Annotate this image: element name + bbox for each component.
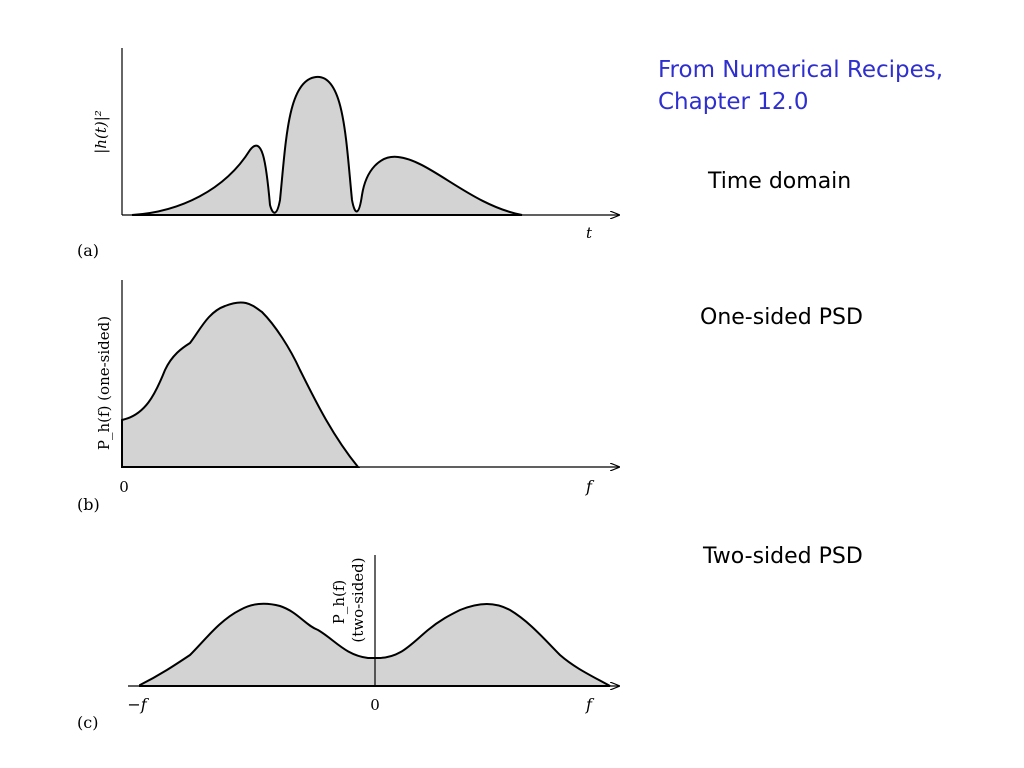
panel-b-ylabel: P_h(f) (one-sided) xyxy=(95,316,113,450)
two-sided-psd-curve xyxy=(139,602,611,687)
panel-a-ylabel: |h(t)|² xyxy=(92,110,110,154)
panel-c-ylabel-line1: P_h(f) xyxy=(330,580,348,625)
source-citation: From Numerical Recipes, Chapter 12.0 xyxy=(658,54,943,118)
caption-one-sided-psd: One-sided PSD xyxy=(700,305,863,330)
panel-a: |h(t)|² t (a) xyxy=(77,48,619,260)
one-sided-psd-curve xyxy=(121,301,361,468)
caption-time-domain: Time domain xyxy=(708,169,852,194)
time-domain-curve xyxy=(131,75,523,216)
panel-c-ylabel-line2: (two-sided) xyxy=(349,557,367,642)
caption-two-sided-psd: Two-sided PSD xyxy=(703,544,863,569)
panel-b-xlabel: f xyxy=(585,477,595,496)
panel-a-label: (a) xyxy=(77,241,99,260)
panel-b-label: (b) xyxy=(77,495,100,514)
panel-c-origin: 0 xyxy=(370,696,380,714)
source-line-2: Chapter 12.0 xyxy=(658,89,809,115)
panel-a-xlabel: t xyxy=(586,224,593,242)
source-line-1: From Numerical Recipes, xyxy=(658,57,944,83)
panel-b-origin: 0 xyxy=(119,478,129,496)
panel-c-xlabel-left: −f xyxy=(127,695,149,714)
panel-c-label: (c) xyxy=(77,713,98,732)
panel-c-xlabel-right: f xyxy=(585,695,595,714)
panel-c: P_h(f) (two-sided) −f 0 f (c) xyxy=(77,555,619,732)
panel-b: P_h(f) (one-sided) 0 f (b) xyxy=(77,280,619,514)
